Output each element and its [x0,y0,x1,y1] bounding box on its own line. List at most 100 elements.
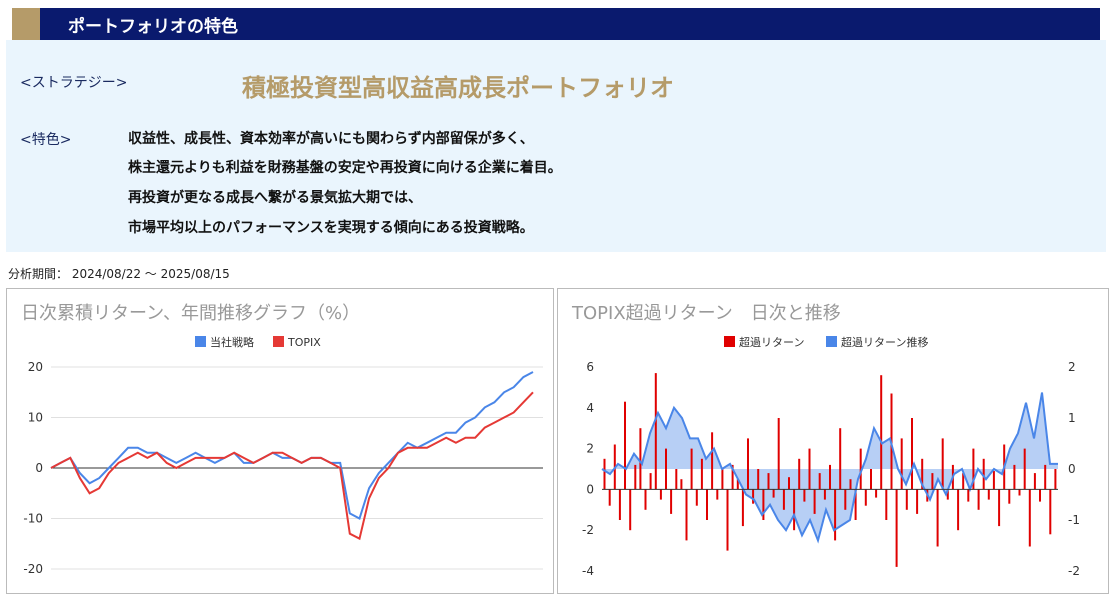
excess-bar [639,428,642,490]
cumulative-return-chart: 日次累積リターン、年間推移グラフ（%） 当社戦略 TOPIX 20 10 0 -10 -20 [21,303,543,576]
excess-bar [700,458,703,490]
strategy-name: 積極投資型高収益高成長ポートフォリオ [242,74,674,102]
excess-bar [982,458,985,490]
excess-bar [649,473,652,490]
excess-bar [762,489,765,520]
legend-label: 超過リターン推移 [841,335,928,349]
excess-bar [680,479,683,490]
excess-return-chart-box: TOPIX超過リターン 日次と推移 超過リターン 超過リターン推移 6 4 2 0 -2 -4 2… [557,288,1109,594]
excess-bar [967,489,970,502]
excess-bar [767,473,770,490]
section-title: ポートフォリオの特色 [68,17,238,37]
excess-bar [1054,469,1057,490]
excess-bar [1039,489,1041,502]
excess-bar [675,469,678,490]
excess-bar [1013,464,1016,490]
feature-line: 市場平均以上のパフォーマンスを実現する傾向にある投資戦略。 [128,220,534,236]
y-left-tick-label: 4 [586,401,594,415]
excess-bar [659,489,662,500]
y-tick-label: 20 [28,360,43,374]
excess-bar [977,489,980,510]
excess-bar [803,489,806,502]
excess-bar [741,489,744,527]
excess-bar [608,489,611,506]
excess-bar [782,489,785,510]
strategy-label: <ストラテジー> [20,75,128,91]
excess-bar [752,489,755,504]
excess-bar [936,489,939,547]
excess-bar [854,489,857,520]
excess-bar [839,428,842,490]
excess-bar [1023,448,1026,490]
series-line-TOPIX [50,391,534,541]
y-right-tick-label: 0 [1068,462,1076,476]
chart-title: TOPIX超過リターン 日次と推移 [571,303,841,324]
excess-bar [798,458,801,490]
excess-bar [992,471,995,490]
y-right-tick-label: 2 [1068,360,1076,374]
y-tick-label: 0 [35,461,43,475]
excess-bar [829,464,831,490]
y-left-tick-label: -4 [582,564,594,578]
y-right-tick-label: 1 [1068,411,1076,425]
excess-bar [844,489,847,510]
excess-bar [716,489,719,500]
excess-bar [921,458,924,490]
excess-bar [624,401,626,490]
excess-bar [665,448,667,490]
excess-area-fill [602,392,1058,541]
excess-bar [900,438,903,490]
excess-bar [849,479,852,490]
excess-bar [941,438,944,490]
excess-bar [634,464,637,490]
analysis-period: 分析期間： 2024/08/22 ～ 2025/08/15 [8,267,230,281]
excess-bar [726,489,729,551]
excess-bar [772,489,775,498]
excess-bar [957,489,960,531]
excess-bar [695,489,698,506]
excess-bar [875,489,878,498]
header-accent [12,8,40,40]
excess-bar [711,432,714,490]
excess-bar [721,469,724,490]
excess-bar [731,464,734,490]
legend-swatch [826,336,837,347]
excess-bar [629,489,632,531]
excess-bar [859,448,862,490]
y-tick-label: -20 [23,562,43,576]
excess-bar [946,489,949,500]
excess-bar [808,448,811,490]
feature-line: 株主還元よりも利益を財務基盤の安定や再投資に向ける企業に着目。 [128,160,562,176]
excess-bar [864,489,867,506]
chart-title: 日次累積リターン、年間推移グラフ（%） [21,303,360,324]
excess-bar [1044,464,1047,490]
legend-label: TOPIX [287,336,321,349]
excess-bar [885,489,888,520]
excess-bar [757,469,760,490]
excess-bar [1008,489,1011,504]
strategy-panel [6,40,1106,252]
y-tick-label: -10 [23,512,43,526]
legend-swatch [724,336,735,347]
excess-bar [603,458,606,490]
excess-bar [747,438,749,490]
y-left-tick-label: -2 [582,523,594,537]
excess-bar [1018,489,1021,496]
excess-bar [618,489,621,520]
legend-swatch [273,336,284,347]
excess-bar [823,489,826,500]
excess-bar [788,477,790,490]
legend-label: 超過リターン [739,335,804,349]
excess-bar [690,448,693,490]
excess-bar [916,489,919,514]
excess-bar [813,489,816,514]
excess-bar [777,418,780,490]
excess-bar [1028,489,1031,547]
excess-bar [905,489,908,510]
excess-bar [706,489,708,520]
excess-bar [670,489,673,514]
y-right-tick-label: -2 [1068,564,1080,578]
y-left-tick-label: 2 [586,442,594,456]
excess-cumulative-line [601,392,1058,544]
y-right-tick-label: -1 [1068,513,1080,527]
